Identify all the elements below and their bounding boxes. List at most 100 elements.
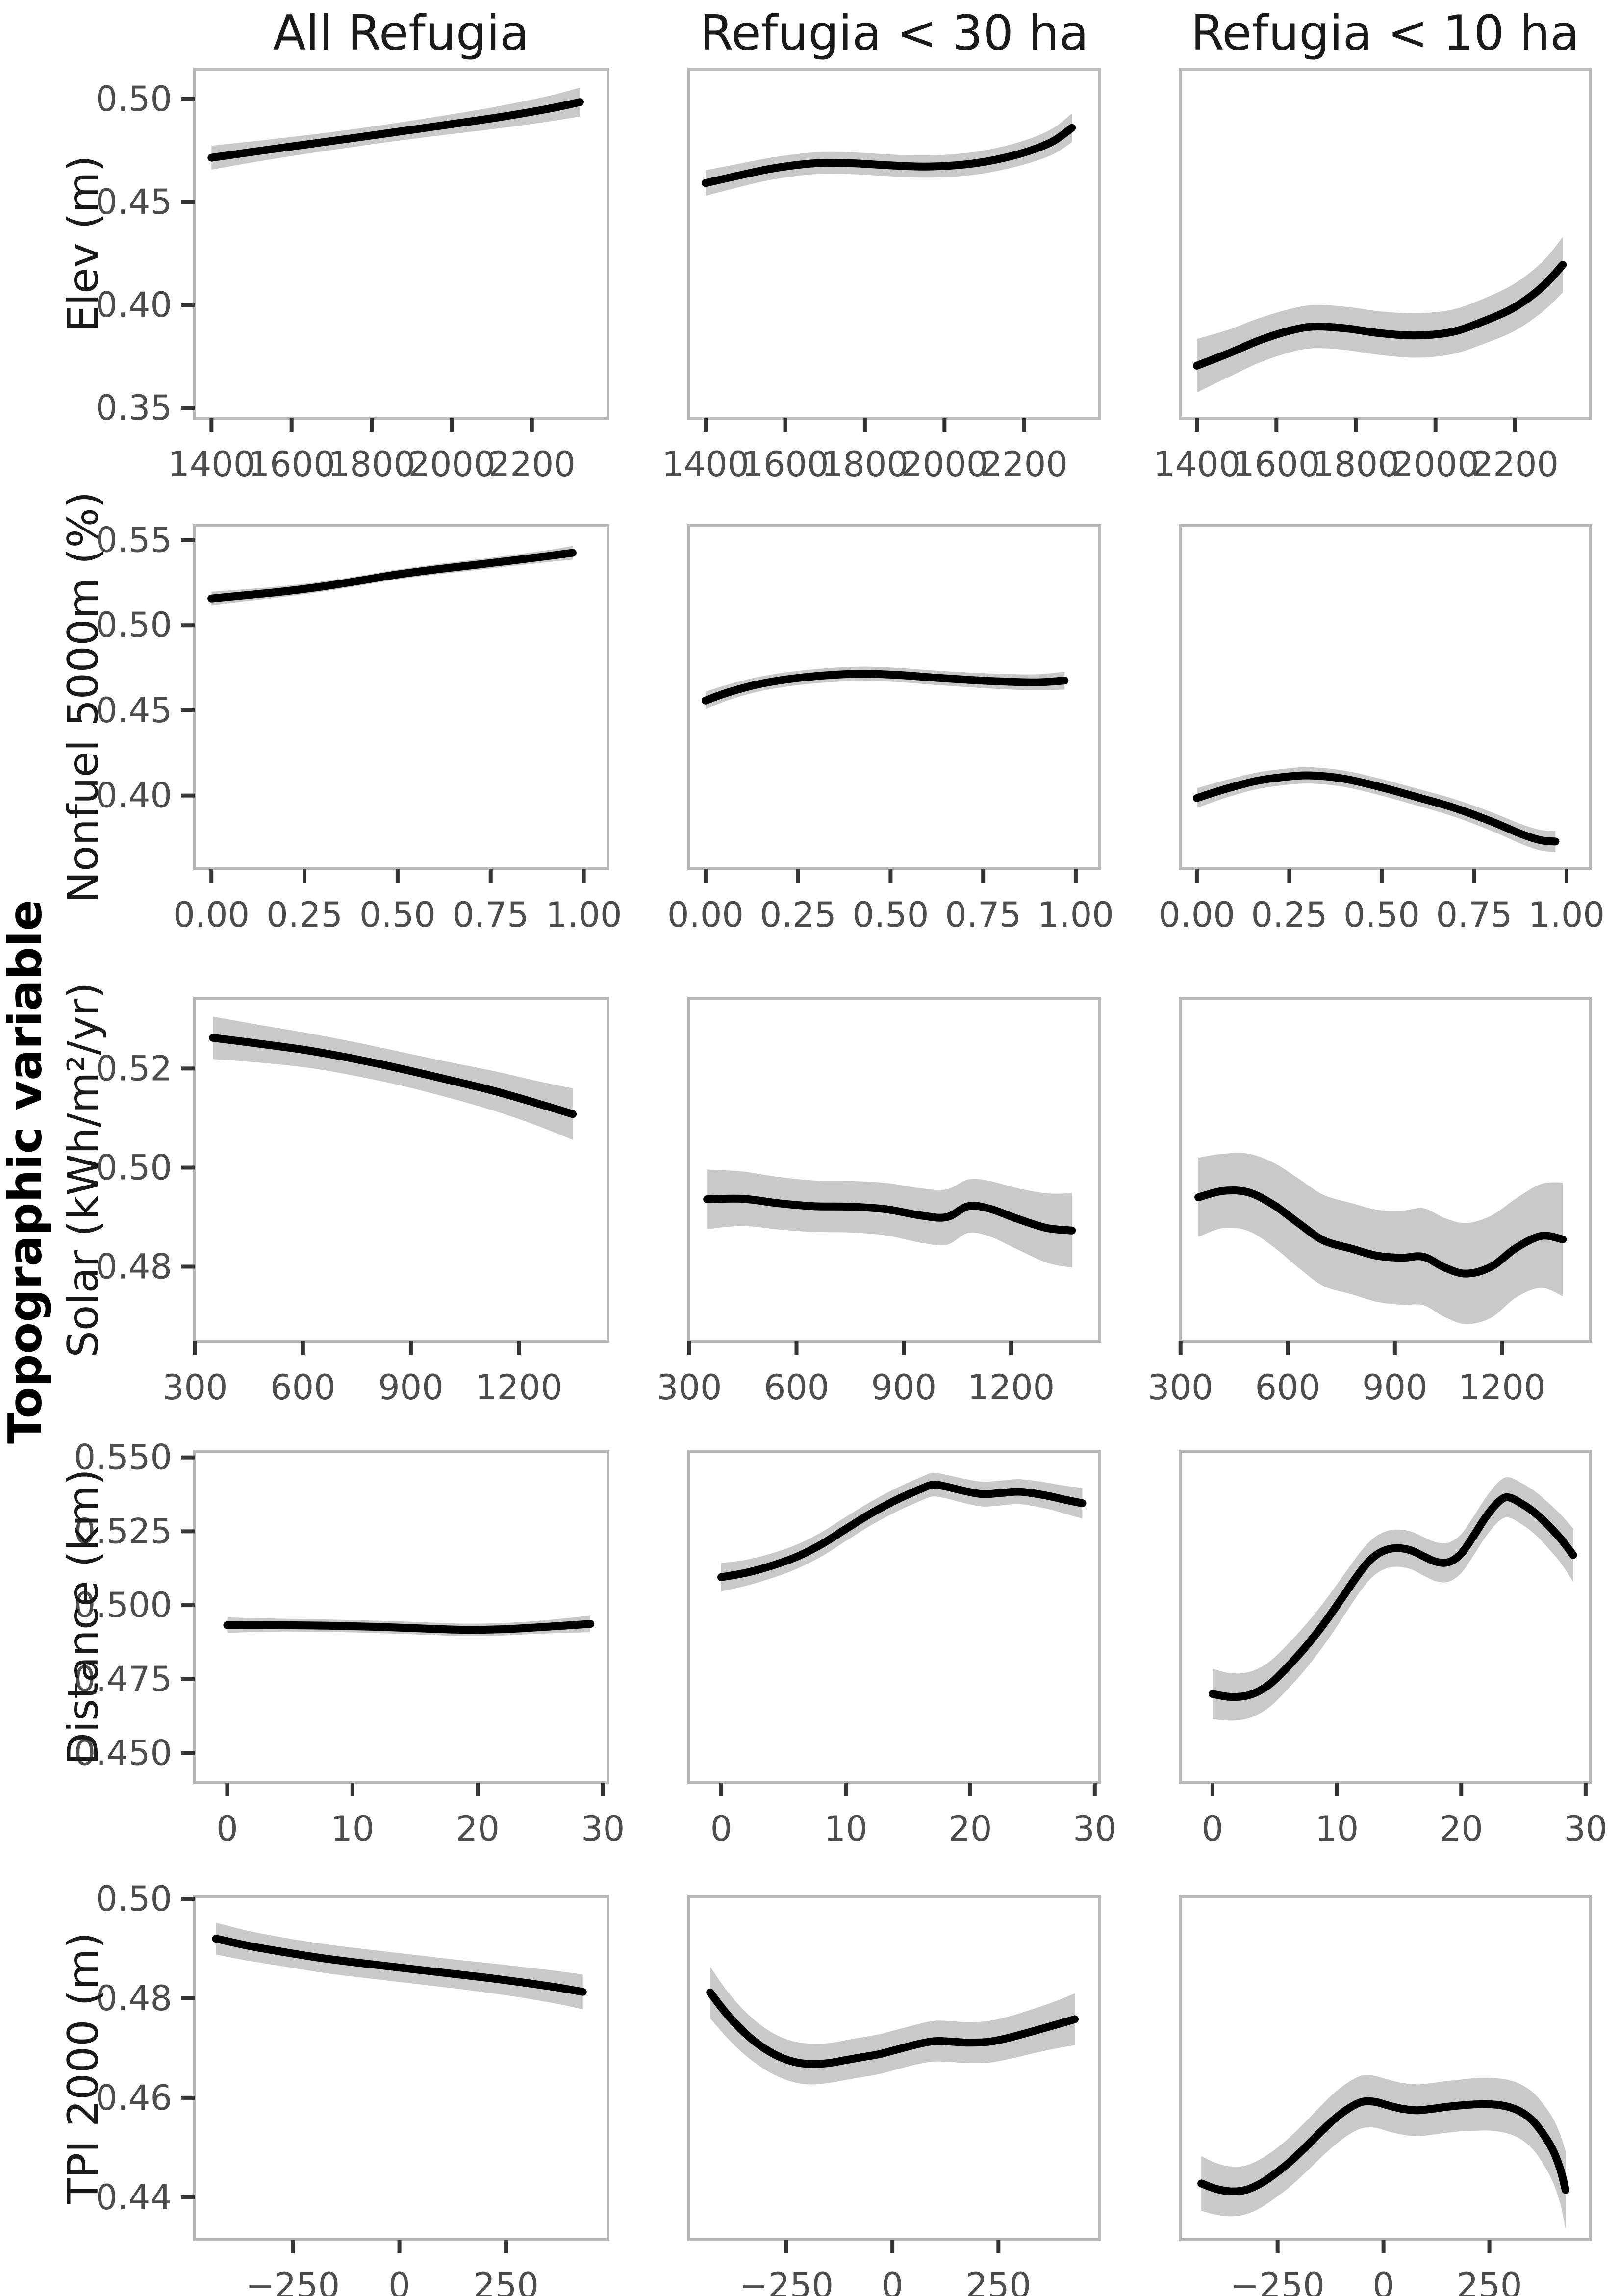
x-tick-label: 0 (710, 1809, 733, 1849)
x-tick-label: −250 (739, 2266, 834, 2296)
x-tick-label: 0 (1202, 1809, 1224, 1849)
outer-y-axis-title: Topographic variable (0, 899, 52, 1444)
x-tick-label: 0.50 (359, 895, 436, 935)
trend-line (209, 1034, 577, 1118)
trend-line (207, 549, 577, 603)
x-tick-label: 0 (1372, 2266, 1394, 2296)
x-tick-label: 30 (1564, 1809, 1607, 1849)
x-tick-label: 900 (378, 1367, 444, 1408)
x-tick-label: 600 (764, 1367, 830, 1408)
x-tick-label: 10 (824, 1809, 867, 1849)
x-tick-label: 20 (1440, 1809, 1483, 1849)
y-tick-label: 0.44 (96, 2177, 172, 2218)
x-tick-label: 30 (581, 1809, 625, 1849)
panel-r4-c2: −250 0 250 (1179, 1895, 1592, 2296)
x-tick-label: 1600 (1233, 444, 1320, 484)
y-axis-title-elev: Elev (m) (59, 155, 108, 332)
x-tick-label: 0.00 (1159, 895, 1235, 935)
x-tick-label: 2000 (901, 444, 988, 484)
x-tick-label: 0.75 (945, 895, 1021, 935)
x-tick-label: 600 (1255, 1367, 1320, 1408)
panel-border (1179, 524, 1592, 870)
y-tick-label: 0.52 (96, 1048, 172, 1088)
y-axis-title-distance: Distance (km) (59, 1468, 108, 1766)
x-tick-label: 30 (1073, 1809, 1116, 1849)
x-tick-label: 250 (473, 2266, 539, 2296)
x-tick-label: 0.50 (853, 895, 929, 935)
panel-r3-c2: 0 10 20 30 (1179, 1450, 1607, 1849)
y-axis-title-tpi: TPI 2000 (m) (59, 1932, 108, 2204)
panel-r2-c0: 300 600 900 1200 0.48 0.50 0.52 (96, 997, 609, 1408)
x-tick-label: 0.00 (667, 895, 744, 935)
x-tick-label: 1800 (328, 444, 415, 484)
panel-background (689, 69, 1100, 418)
panel-background (195, 1451, 608, 1783)
panel-border (193, 68, 609, 420)
x-tick-label: 0.75 (1436, 895, 1513, 935)
ci-band (721, 1472, 1083, 1591)
x-tick-label: 1.00 (1528, 895, 1605, 935)
x-tick-label: 1200 (1458, 1367, 1545, 1408)
x-tick-label: 20 (948, 1809, 992, 1849)
x-tick-label: 0 (388, 2266, 410, 2296)
panel-border (687, 1450, 1101, 1784)
panel-r3-c0: 0 10 20 30 0.450 0.475 0.500 0.525 0.550 (74, 1438, 625, 1849)
x-tick-label: 0.25 (266, 895, 343, 935)
ci-band (707, 1169, 1072, 1268)
x-tick-label: 0.75 (453, 895, 529, 935)
ci-band (1198, 1153, 1563, 1324)
x-tick-label: 1600 (248, 444, 335, 484)
x-tick-label: 10 (1315, 1809, 1359, 1849)
panel-background (195, 526, 608, 869)
panel-border (687, 524, 1101, 870)
panel-background (1180, 526, 1591, 869)
x-tick-label: 250 (966, 2266, 1032, 2296)
x-tick-label: 1400 (168, 444, 255, 484)
x-tick-label: 1800 (821, 444, 909, 484)
trend-line (1193, 261, 1567, 370)
facet-title-all-refugia: All Refugia (273, 5, 530, 61)
x-tick-label: 10 (330, 1809, 374, 1849)
x-tick-label: 2200 (488, 444, 576, 484)
x-tick-label: 1800 (1312, 444, 1399, 484)
trend-line (706, 1988, 1079, 2068)
y-tick-label: 0.450 (74, 1733, 172, 1773)
panel-r1-c0: 0.00 0.25 0.50 0.75 1.00 0.40 0.45 0.50 0.55 (96, 520, 622, 935)
y-tick-label: 0.40 (96, 776, 172, 816)
x-tick-label: 0 (882, 2266, 904, 2296)
ci-band (1197, 237, 1563, 393)
x-tick-label: 2000 (1392, 444, 1479, 484)
y-tick-label: 0.48 (96, 1978, 172, 2018)
x-tick-label: 900 (1362, 1367, 1428, 1408)
panel-background (689, 526, 1100, 869)
x-tick-label: 300 (1148, 1367, 1214, 1408)
panel-border (687, 997, 1101, 1343)
x-tick-label: 300 (162, 1367, 228, 1408)
y-tick-label: 0.46 (96, 2078, 172, 2118)
facet-title-refugia-10ha: Refugia < 10 ha (1190, 5, 1580, 61)
trend-line (223, 1620, 595, 1634)
panel-border (1179, 1450, 1592, 1784)
trend-line (1197, 2097, 1570, 2195)
x-tick-label: 1200 (475, 1367, 562, 1408)
panel-r4-c0: −250 0 250 0.44 0.46 0.48 0.50 (96, 1879, 609, 2296)
x-tick-label: 0.00 (173, 895, 250, 935)
panel-r3-c1: 0 10 20 30 (687, 1450, 1116, 1849)
trend-line (701, 670, 1069, 705)
y-tick-label: 0.50 (96, 1879, 172, 1919)
panel-r2-c1: 300 600 900 1200 (657, 997, 1101, 1408)
x-tick-label: 1.00 (1037, 895, 1114, 935)
x-tick-label: 300 (657, 1367, 722, 1408)
y-axis-title-solar: Solar (kWh/m²/yr) (59, 982, 108, 1358)
panel-border (687, 68, 1101, 420)
trend-line (212, 1935, 587, 1996)
trend-line (702, 124, 1076, 187)
panel-r1-c2: 0.00 0.25 0.50 0.75 1.00 (1159, 524, 1605, 935)
x-tick-label: 0.25 (1251, 895, 1328, 935)
x-tick-label: 900 (871, 1367, 937, 1408)
panel-border (193, 997, 609, 1343)
